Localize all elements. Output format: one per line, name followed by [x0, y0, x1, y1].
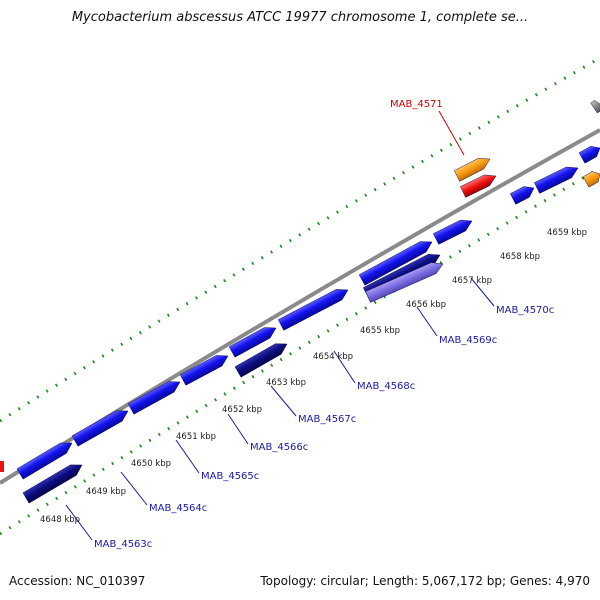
gene-label-mab-4566c[interactable]: MAB_4566c: [250, 442, 308, 453]
gene-arrow-mab-4570c[interactable]: [433, 216, 474, 245]
leader-line: [416, 306, 438, 337]
tick-label: 4657 kbp: [452, 276, 492, 286]
gene-label-mab-4563c[interactable]: MAB_4563c: [94, 539, 152, 550]
tick-label: 4650 kbp: [131, 459, 171, 469]
tick-label: 4656 kbp: [406, 300, 446, 310]
tick-label: 4654 kbp: [313, 352, 353, 362]
leader-line: [65, 504, 93, 541]
gene-arrow-navy-1[interactable]: [22, 460, 85, 504]
gene-arrow-navy-2[interactable]: [234, 339, 290, 378]
tick-label: 4659 kbp: [547, 228, 587, 238]
leader-line: [120, 471, 148, 506]
gene-arrow-mab-4564c[interactable]: [71, 406, 131, 447]
gene-arrow-mab-4566c[interactable]: [179, 351, 231, 386]
gene-label-mab-4564c[interactable]: MAB_4564c: [149, 503, 207, 514]
tick-label: 4651 kbp: [176, 432, 216, 442]
tick-label: 4648 kbp: [40, 515, 80, 525]
tick-label: 4653 kbp: [266, 378, 306, 388]
leader-line: [333, 350, 356, 384]
gene-arrow-mab-4571[interactable]: [460, 171, 498, 198]
gene-arrow-mab-4563c[interactable]: [16, 438, 75, 480]
map-title: Mycobacterium abscessus ATCC 19977 chrom…: [71, 10, 529, 25]
leader-line: [438, 110, 465, 156]
gene-label-mab-4568c[interactable]: MAB_4568c: [357, 381, 415, 392]
accession-text: Accession: NC_010397: [9, 574, 146, 588]
genome-info-text: Topology: circular; Length: 5,067,172 bp…: [260, 574, 590, 588]
outer-dotted-track: [0, 56, 600, 423]
tick-label: 4649 kbp: [86, 487, 126, 497]
gene-label-mab-4569c[interactable]: MAB_4569c: [439, 335, 497, 346]
gene-arrow-orange-1[interactable]: [453, 154, 492, 182]
gene-label-mab-4570c[interactable]: MAB_4570c: [496, 305, 554, 316]
gene-arrow-minor-3[interactable]: [578, 143, 600, 164]
leader-line: [175, 439, 200, 474]
gene-arrow-mab-4568c[interactable]: [277, 285, 351, 331]
leader-line: [270, 385, 297, 417]
inner-dotted-track: [0, 166, 600, 536]
gene-arrow-edge-red[interactable]: [0, 461, 4, 472]
gene-arrow-minor-1[interactable]: [509, 183, 537, 205]
gene-label-mab-4567c[interactable]: MAB_4567c: [298, 414, 356, 425]
gene-arrow-orange-2[interactable]: [582, 169, 600, 188]
leader-line: [470, 277, 495, 307]
gene-arrow-mab-4569c[interactable]: [358, 237, 435, 286]
gene-label-mab-4571[interactable]: MAB_4571: [390, 99, 443, 110]
gene-arrow-gray[interactable]: [590, 99, 600, 114]
tick-label: 4652 kbp: [222, 405, 262, 415]
tick-label: 4658 kbp: [500, 252, 540, 262]
gene-arrow-minor-2[interactable]: [534, 163, 580, 194]
gene-label-mab-4565c[interactable]: MAB_4565c: [201, 471, 259, 482]
gene-arrow-mab-4565c[interactable]: [127, 377, 183, 415]
gene-arrow-mab-4567c[interactable]: [228, 323, 279, 358]
tick-label: 4655 kbp: [360, 326, 400, 336]
leader-line: [227, 413, 249, 445]
gene-arrow-purple[interactable]: [365, 259, 446, 303]
